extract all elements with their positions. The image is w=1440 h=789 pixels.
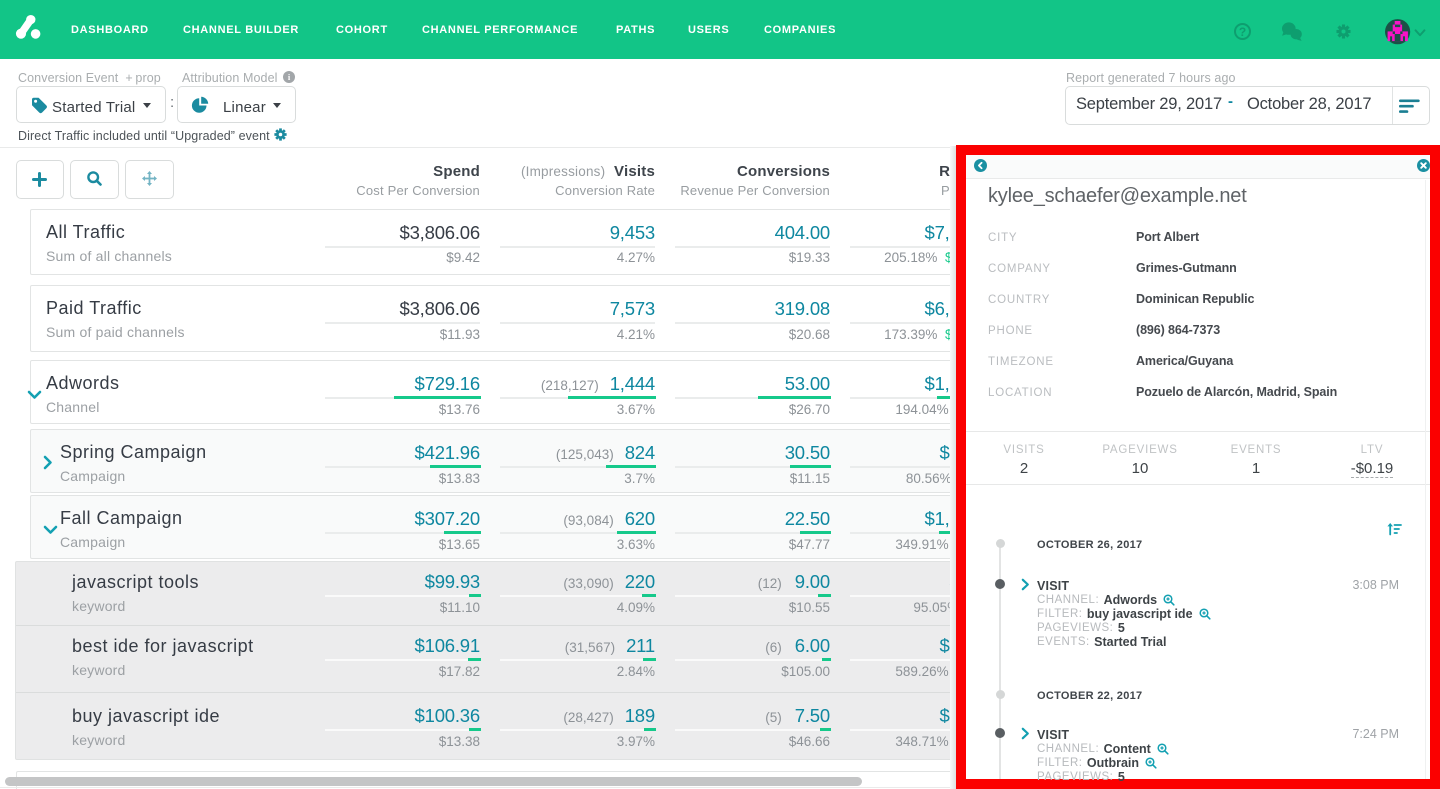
svg-text:i: i <box>288 72 291 82</box>
svg-text:?: ? <box>1239 25 1246 39</box>
